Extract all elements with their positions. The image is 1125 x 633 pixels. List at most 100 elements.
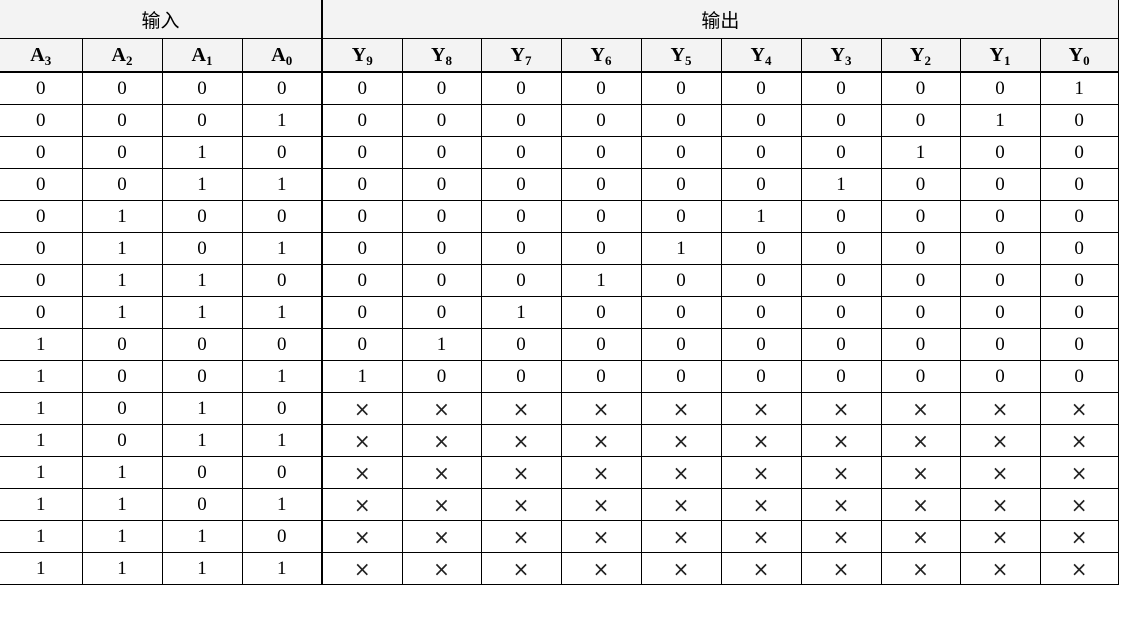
table-cell: 0 (800, 264, 882, 297)
table-cell: 0 (480, 168, 562, 201)
table-cell: 1 (0, 520, 83, 553)
table-cell: × (401, 456, 482, 489)
table-cell: 1 (81, 232, 163, 265)
table-cell: × (800, 552, 882, 585)
table-cell: × (800, 520, 882, 553)
table-cell: × (800, 392, 882, 425)
column-header-subscript: 9 (366, 52, 373, 68)
table-cell: 1 (161, 264, 243, 297)
table-cell: 0 (480, 136, 562, 169)
column-header-base: Y (910, 43, 925, 66)
table-cell: 1 (241, 488, 324, 521)
table-cell: 0 (560, 296, 642, 329)
table-cell: 0 (880, 168, 961, 201)
table-cell: × (560, 456, 642, 489)
table-cell: × (321, 424, 403, 457)
table-cell: 0 (480, 360, 562, 393)
table-cell: × (880, 520, 961, 553)
table-cell: × (560, 392, 642, 425)
table-cell: 1 (560, 264, 642, 297)
table-cell: 0 (959, 328, 1041, 361)
table-cell: 0 (880, 232, 961, 265)
table-cell: × (880, 392, 961, 425)
table-cell: × (800, 456, 882, 489)
table-cell: 1 (241, 552, 324, 585)
table-cell: 0 (959, 136, 1041, 169)
table-cell: 0 (321, 232, 403, 265)
table-cell: 1 (81, 552, 163, 585)
table-cell: 1 (880, 136, 961, 169)
table-cell: 1 (81, 488, 163, 521)
table-cell: × (959, 488, 1041, 521)
table-cell: 1 (81, 200, 163, 233)
table-cell: × (401, 552, 482, 585)
column-header-base: Y (989, 43, 1004, 66)
table-cell: 0 (800, 328, 882, 361)
table-cell: 0 (720, 168, 802, 201)
table-cell: × (321, 456, 403, 489)
table-cell: × (720, 552, 802, 585)
table-cell: 0 (880, 264, 961, 297)
table-cell: 0 (1039, 264, 1119, 297)
table-cell: 0 (640, 360, 722, 393)
table-cell: 0 (321, 136, 403, 169)
table-cell: 0 (959, 200, 1041, 233)
table-cell: 1 (161, 168, 243, 201)
table-cell: 0 (1039, 328, 1119, 361)
table-cell: 0 (321, 264, 403, 297)
table-cell: × (321, 488, 403, 521)
table-cell: 0 (640, 200, 722, 233)
table-cell: 0 (0, 200, 83, 233)
table-cell: × (880, 456, 961, 489)
table-cell: × (720, 392, 802, 425)
table-cell: 0 (401, 360, 482, 393)
table-cell: 0 (880, 200, 961, 233)
table-cell: 1 (0, 328, 83, 361)
table-cell: 1 (241, 360, 324, 393)
table-cell: 0 (241, 71, 324, 105)
table-cell: 0 (800, 104, 882, 137)
table-cell: 0 (720, 296, 802, 329)
column-header-subscript: 6 (604, 52, 612, 68)
table-cell: 0 (640, 136, 722, 169)
column-header-y9: Y9 (321, 38, 403, 73)
column-header-base: A (271, 43, 286, 66)
table-cell: × (1039, 424, 1119, 457)
table-cell: 0 (1039, 168, 1119, 201)
table-cell: 0 (720, 328, 802, 361)
column-header-subscript: 1 (205, 52, 213, 68)
table-cell: 0 (720, 264, 802, 297)
column-header-subscript: 2 (924, 52, 931, 68)
table-cell: 1 (0, 360, 83, 393)
column-header-y4: Y4 (720, 38, 802, 73)
column-header-subscript: 4 (764, 52, 772, 68)
table-cell: 0 (1039, 360, 1119, 393)
column-header-y5: Y5 (640, 38, 722, 73)
table-cell: 0 (161, 456, 243, 489)
table-cell: 0 (480, 71, 562, 105)
table-cell: 0 (161, 328, 243, 361)
table-cell: 0 (401, 200, 482, 233)
column-header-y1: Y1 (959, 38, 1041, 73)
table-cell: × (480, 552, 562, 585)
column-header-y2: Y2 (880, 38, 961, 73)
table-cell: × (880, 552, 961, 585)
table-cell: 0 (640, 264, 722, 297)
table-cell: 0 (401, 71, 482, 105)
table-cell: 0 (480, 232, 562, 265)
table-cell: × (800, 488, 882, 521)
table-cell: 0 (0, 168, 83, 201)
table-cell: × (560, 552, 642, 585)
table-cell: 0 (241, 456, 324, 489)
table-cell: 0 (0, 296, 83, 329)
table-cell: 1 (161, 136, 243, 169)
table-cell: 1 (81, 520, 163, 553)
table-cell: × (640, 424, 722, 457)
table-cell: 0 (640, 168, 722, 201)
